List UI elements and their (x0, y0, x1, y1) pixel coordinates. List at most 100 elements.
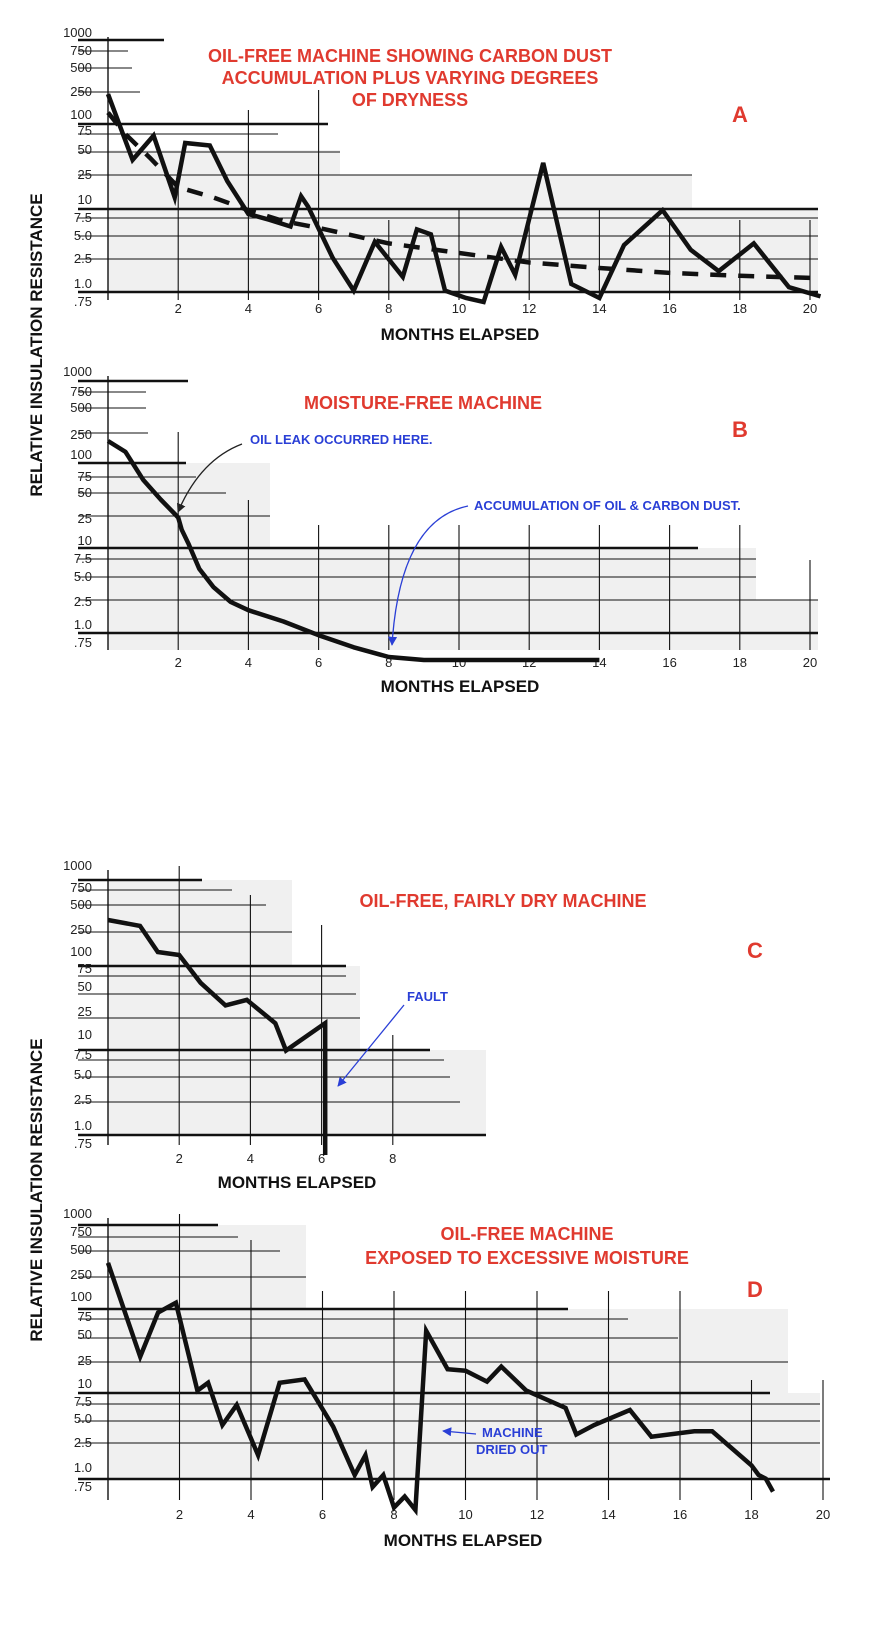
grid-band (108, 209, 818, 292)
grid-band (108, 463, 270, 548)
y-tick-label: 750 (70, 384, 92, 399)
annotation-oil-leak: OIL LEAK OCCURRED HERE. (250, 432, 433, 447)
y-tick-label: 500 (70, 897, 92, 912)
y-tick-label: 7.5 (74, 1394, 92, 1409)
x-tick-label: 8 (385, 655, 392, 670)
data-line (106, 439, 600, 663)
y-tick-label: 1.0 (74, 1460, 92, 1475)
x-tick-label: 4 (247, 1151, 254, 1166)
annotation-fault: FAULT (407, 989, 448, 1004)
y-tick-label: .75 (74, 1136, 92, 1151)
y-tick-label: 750 (70, 880, 92, 895)
annotation-accumulation: ACCUMULATION OF OIL & CARBON DUST. (474, 498, 741, 513)
panel-letter: B (732, 417, 748, 442)
y-tick-label: 10 (78, 1027, 92, 1042)
panel-letter: C (747, 938, 763, 963)
annotation-arrow (442, 1427, 477, 1437)
x-tick-label: 2 (176, 1151, 183, 1166)
y-tick-label: 2.5 (74, 1435, 92, 1450)
chart-title: ACCUMULATION PLUS VARYING DEGREES (222, 68, 599, 88)
chart-panel-c: 1000 750 500 250 100 75 50 25 10 7.5 5.0 2.5 1.0 .75 2… (63, 858, 763, 1192)
x-tick-label: 2 (176, 1507, 183, 1522)
x-tick-label: 6 (319, 1507, 326, 1522)
y-tick-label: 250 (70, 84, 92, 99)
y-tick-label: .75 (74, 294, 92, 309)
x-axis-label: MONTHS ELAPSED (381, 677, 540, 696)
annotation-arrow (177, 443, 243, 513)
x-tick-label: 10 (452, 301, 466, 316)
y-tick-label: 250 (70, 1267, 92, 1282)
grid-band (108, 175, 692, 209)
y-tick-label: 2.5 (74, 1092, 92, 1107)
y-tick-label: 1000 (63, 364, 92, 379)
x-tick-label: 20 (803, 301, 817, 316)
data-line (105, 1262, 775, 1517)
x-tick-label: 2 (175, 655, 182, 670)
y-tick-label: 25 (78, 1004, 92, 1019)
x-axis-label: MONTHS ELAPSED (218, 1173, 377, 1192)
chart-title: MOISTURE-FREE MACHINE (304, 393, 542, 413)
panel-letter: D (747, 1277, 763, 1302)
panel-letter: A (732, 102, 748, 127)
y-tick-label: 75 (78, 961, 92, 976)
x-tick-label: 16 (673, 1507, 687, 1522)
x-tick-label: 12 (530, 1507, 544, 1522)
y-tick-label: 10 (78, 192, 92, 207)
y-tick-label: 500 (70, 400, 92, 415)
y-tick-label: 250 (70, 427, 92, 442)
y-tick-label: 2.5 (74, 251, 92, 266)
x-tick-label: 4 (245, 301, 252, 316)
grid-band (108, 1309, 788, 1393)
y-tick-label: 10 (78, 1376, 92, 1391)
y-axis-label-bottom: RELATIVE INSULATION RESISTANCE (27, 1038, 46, 1341)
y-tick-label: 1000 (63, 858, 92, 873)
y-tick-label: 2.5 (74, 594, 92, 609)
chart-title: OIL-FREE MACHINE (441, 1224, 614, 1244)
annotation-machine: MACHINE (482, 1425, 543, 1440)
y-tick-label: .75 (74, 635, 92, 650)
y-tick-label: 100 (70, 107, 92, 122)
x-tick-label: 8 (385, 301, 392, 316)
x-tick-label: 12 (522, 655, 536, 670)
data-line (105, 93, 822, 305)
x-tick-label: 2 (175, 301, 182, 316)
y-tick-label: 100 (70, 447, 92, 462)
grid-band (108, 880, 292, 966)
y-tick-label: 100 (70, 1289, 92, 1304)
x-tick-label: 6 (318, 1151, 325, 1166)
x-tick-label: 8 (389, 1151, 396, 1166)
y-tick-label: 500 (70, 60, 92, 75)
y-tick-label: 100 (70, 944, 92, 959)
y-tick-label: 5.0 (74, 1411, 92, 1426)
y-tick-label: 25 (78, 511, 92, 526)
x-axis-label: MONTHS ELAPSED (384, 1531, 543, 1550)
y-tick-label: 1.0 (74, 276, 92, 291)
x-tick-label: 6 (315, 301, 322, 316)
y-tick-label: 5.0 (74, 569, 92, 584)
annotation-arrow (387, 505, 469, 646)
data-line (107, 917, 328, 1155)
grid-band (108, 966, 360, 1050)
x-tick-label: 4 (247, 1507, 254, 1522)
x-tick-label: 14 (601, 1507, 615, 1522)
y-tick-label: 10 (78, 533, 92, 548)
x-tick-label: 20 (803, 655, 817, 670)
x-tick-label: 18 (733, 655, 747, 670)
x-tick-label: 12 (522, 301, 536, 316)
y-tick-label: 500 (70, 1242, 92, 1257)
chart-title: OF DRYNESS (352, 90, 468, 110)
y-tick-label: 50 (78, 485, 92, 500)
y-tick-label: 750 (70, 43, 92, 58)
y-tick-label: 1000 (63, 1206, 92, 1221)
y-tick-label: 1.0 (74, 617, 92, 632)
y-tick-label: 50 (78, 979, 92, 994)
annotation-dried-out: DRIED OUT (476, 1442, 548, 1457)
y-tick-label: 25 (78, 167, 92, 182)
y-tick-label: 1000 (63, 25, 92, 40)
x-tick-label: 10 (458, 1507, 472, 1522)
x-tick-label: 14 (592, 655, 606, 670)
y-tick-label: 7.5 (74, 210, 92, 225)
chart-panel-d: 1000 750 500 250 100 75 50 25 10 7.5 5.0 2.5 1.0 .75 2… (63, 1206, 830, 1550)
